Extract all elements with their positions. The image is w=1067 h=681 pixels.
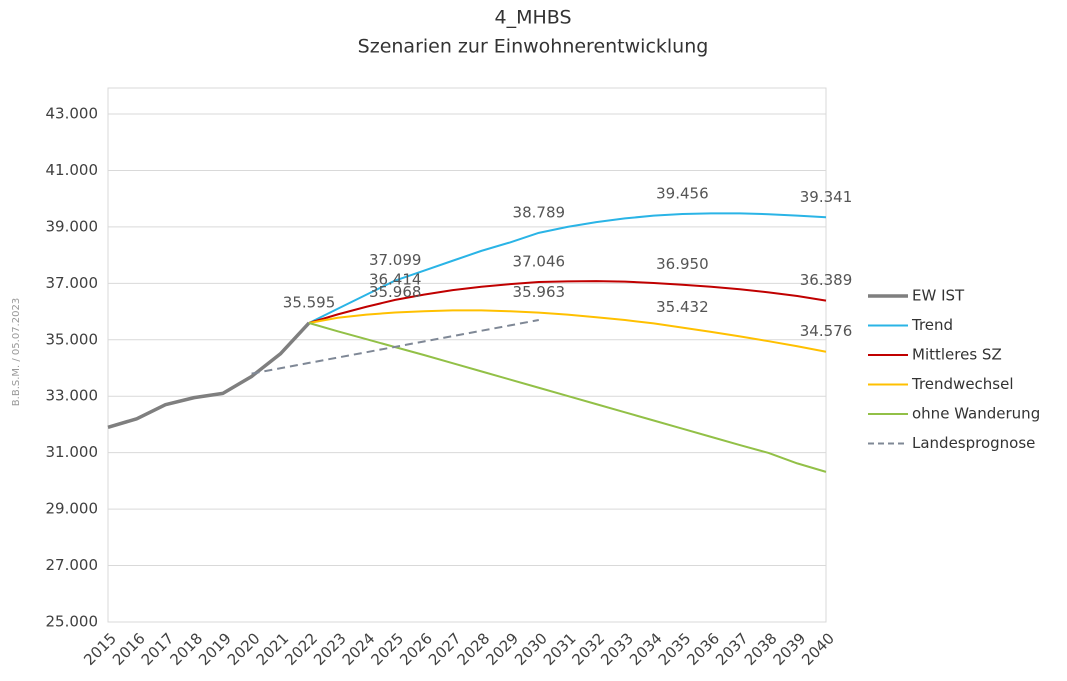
chart-subtitle: Szenarien zur Einwohnerentwicklung xyxy=(358,36,709,58)
data-label: 36.414 xyxy=(369,270,422,288)
x-tick-label: 2038 xyxy=(741,629,781,669)
data-label: 37.099 xyxy=(369,251,422,269)
y-tick-label: 39.000 xyxy=(46,217,99,235)
x-tick-label: 2040 xyxy=(798,629,838,669)
x-tick-label: 2035 xyxy=(655,629,695,669)
x-tick-label: 2017 xyxy=(138,629,178,669)
watermark: B.B.S.M. / 05.07.2023 xyxy=(11,298,22,406)
y-tick-label: 35.000 xyxy=(46,330,99,348)
x-tick-label: 2022 xyxy=(281,629,321,669)
x-tick-label: 2036 xyxy=(683,629,723,669)
x-tick-label: 2016 xyxy=(109,629,149,669)
legend-label: Trendwechsel xyxy=(911,375,1014,393)
data-label: 35.968 xyxy=(369,283,422,301)
x-tick-label: 2019 xyxy=(195,629,235,669)
x-tick-label: 2029 xyxy=(482,629,522,669)
y-tick-label: 33.000 xyxy=(46,387,99,405)
y-tick-label: 31.000 xyxy=(46,443,99,461)
plot-area xyxy=(107,87,827,623)
legend-label: Trend xyxy=(911,316,953,334)
data-label: 39.341 xyxy=(800,188,853,206)
y-tick-label: 41.000 xyxy=(46,161,99,179)
x-tick-label: 2024 xyxy=(339,629,379,669)
legend-label: ohne Wanderung xyxy=(912,405,1040,423)
data-label: 39.456 xyxy=(656,185,709,203)
series-line xyxy=(308,280,827,324)
y-tick-label: 43.000 xyxy=(46,105,99,123)
series-line xyxy=(308,309,827,353)
x-tick-label: 2023 xyxy=(310,629,350,669)
x-tick-label: 2032 xyxy=(569,629,609,669)
data-label: 35.595 xyxy=(283,293,336,311)
y-tick-label: 29.000 xyxy=(46,500,99,518)
x-tick-label: 2039 xyxy=(770,629,810,669)
x-tick-label: 2034 xyxy=(626,629,666,669)
x-tick-label: 2030 xyxy=(511,629,551,669)
x-tick-label: 2021 xyxy=(253,629,293,669)
x-tick-label: 2031 xyxy=(540,629,580,669)
data-label: 37.046 xyxy=(513,253,566,271)
series-line xyxy=(308,322,827,473)
x-tick-label: 2025 xyxy=(367,629,407,669)
data-label: 35.963 xyxy=(513,283,566,301)
legend-label: Landesprognose xyxy=(912,434,1035,452)
series-line xyxy=(251,319,539,375)
x-tick-label: 2027 xyxy=(425,629,465,669)
legend-label: Mittleres SZ xyxy=(912,346,1002,364)
series-line xyxy=(107,321,311,429)
legend-label: EW IST xyxy=(912,287,965,305)
data-label: 34.576 xyxy=(800,322,853,340)
data-label: 38.789 xyxy=(513,203,566,221)
x-tick-label: 2015 xyxy=(80,629,120,669)
data-label: 36.389 xyxy=(800,271,853,289)
x-tick-label: 2033 xyxy=(597,629,637,669)
data-label: 35.432 xyxy=(656,298,709,316)
data-label: 36.950 xyxy=(656,255,709,273)
y-tick-label: 25.000 xyxy=(46,613,99,631)
chart-title: 4_MHBS xyxy=(494,7,571,29)
x-tick-label: 2037 xyxy=(712,629,752,669)
y-tick-label: 37.000 xyxy=(46,274,99,292)
x-tick-label: 2020 xyxy=(224,629,264,669)
y-tick-label: 27.000 xyxy=(46,556,99,574)
x-tick-label: 2026 xyxy=(396,629,436,669)
series-line xyxy=(308,212,827,324)
x-tick-label: 2018 xyxy=(166,629,206,669)
x-tick-label: 2028 xyxy=(454,629,494,669)
